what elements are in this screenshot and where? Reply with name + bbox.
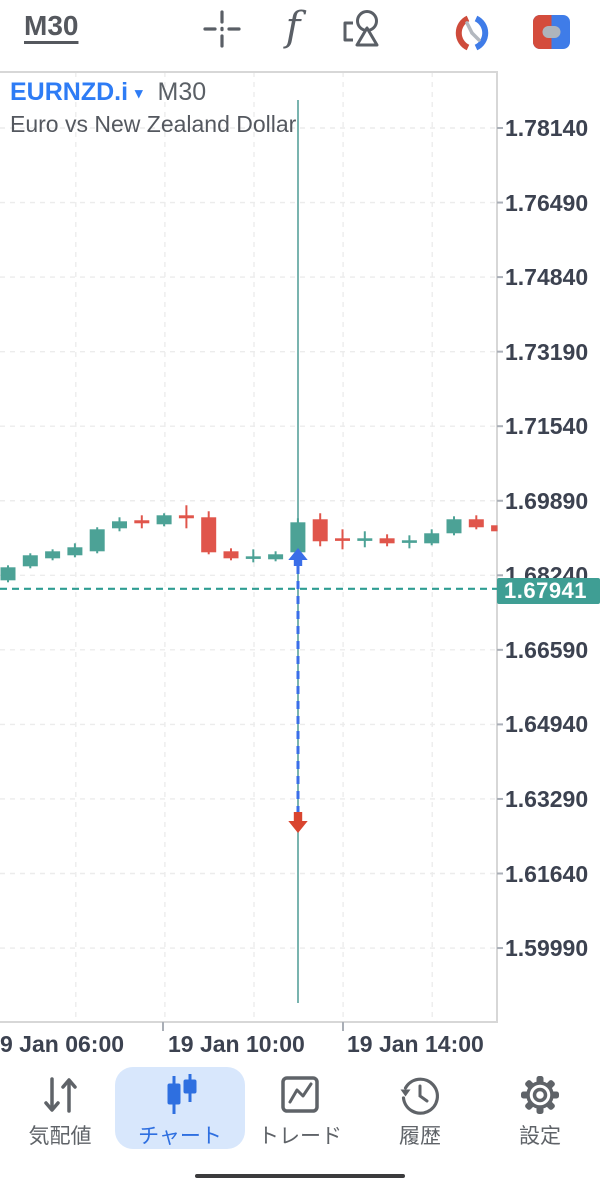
candle-body (268, 554, 284, 560)
plot-border (0, 71, 498, 1023)
home-indicator[interactable] (195, 1174, 405, 1178)
candle-body (223, 551, 239, 559)
candle-body (424, 533, 440, 544)
objects-icon[interactable] (341, 6, 385, 50)
timeframe-button[interactable]: M30 (24, 10, 79, 41)
candle-body (290, 522, 306, 553)
trading-sessions-icon[interactable] (450, 11, 494, 55)
y-axis-label: 1.71540 (505, 413, 589, 440)
candle-body (45, 551, 61, 559)
y-axis-label: 1.78140 (505, 115, 589, 141)
candle-body (134, 520, 150, 524)
y-axis-label: 1.76490 (505, 189, 589, 216)
candle-body (89, 529, 105, 552)
chevron-down-icon: ▾ (135, 85, 143, 102)
candle-body (312, 519, 328, 542)
y-axis-label: 1.63290 (505, 785, 589, 812)
tab-history[interactable]: 履歴 (360, 1062, 480, 1158)
trade-icon (281, 1076, 319, 1113)
current-price-badge: 1.67941 (497, 578, 600, 604)
x-axis-label: 19 Jan 14:00 (347, 1031, 484, 1057)
candle-body (0, 567, 16, 581)
tab-quotes[interactable]: 気配値 (0, 1062, 120, 1158)
buy-arrow (288, 548, 308, 566)
symbol-name: EURNZD.i (10, 78, 129, 106)
y-axis-label: 1.61640 (505, 860, 589, 887)
quotes-icon (44, 1077, 77, 1113)
candle-body (22, 555, 38, 567)
candle-body (201, 517, 217, 553)
x-axis-label: 9 Jan 06:00 (0, 1031, 125, 1057)
history-icon (400, 1077, 439, 1115)
candle-body (468, 519, 484, 528)
y-axis-label: 1.69890 (505, 487, 589, 514)
candle-body (491, 525, 498, 532)
sell-arrow (288, 812, 308, 833)
tab-label: チャート (138, 1125, 222, 1148)
tab-bar: 気配値 チャート トレード (0, 1062, 600, 1158)
chart-toolbar: M30 f (0, 0, 600, 62)
tab-label: トレード (258, 1125, 342, 1148)
y-axis-label: 1.64940 (505, 711, 589, 738)
crosshair-icon[interactable] (200, 7, 244, 51)
y-axis-label: 1.59990 (505, 935, 589, 962)
settings-gear-icon (521, 1076, 559, 1114)
candle-body (446, 519, 462, 534)
y-axis-label: 1.66590 (505, 636, 589, 663)
chart-icon (167, 1074, 197, 1114)
function-icon[interactable]: f (285, 4, 301, 50)
tab-label: 履歴 (399, 1125, 441, 1148)
active-tab-pill (115, 1067, 245, 1149)
tab-trade[interactable]: トレード (240, 1062, 360, 1158)
candle-body (67, 547, 83, 556)
candle-body (335, 538, 350, 541)
candle-body (245, 556, 261, 559)
y-axis-label: 1.74840 (505, 264, 589, 291)
header-timeframe: M30 (157, 78, 207, 106)
tab-label: 気配値 (28, 1125, 92, 1148)
tab-chart[interactable]: チャート (115, 1062, 245, 1158)
tab-settings[interactable]: 設定 (480, 1062, 600, 1158)
candle-body (112, 521, 127, 529)
y-axis-label: 1.73190 (505, 338, 589, 365)
candle-body (156, 515, 172, 525)
x-axis-label: 19 Jan 10:00 (168, 1031, 305, 1057)
candle-body (357, 538, 373, 541)
candle-body (401, 540, 417, 543)
symbol-description: Euro vs New Zealand Dollar (10, 111, 297, 137)
symbol-selector[interactable]: EURNZD.i ▾ M30 (10, 78, 296, 107)
new-order-icon[interactable] (529, 13, 573, 53)
candle-body (178, 515, 194, 519)
tab-label: 設定 (519, 1125, 561, 1148)
candle-body (379, 538, 395, 544)
